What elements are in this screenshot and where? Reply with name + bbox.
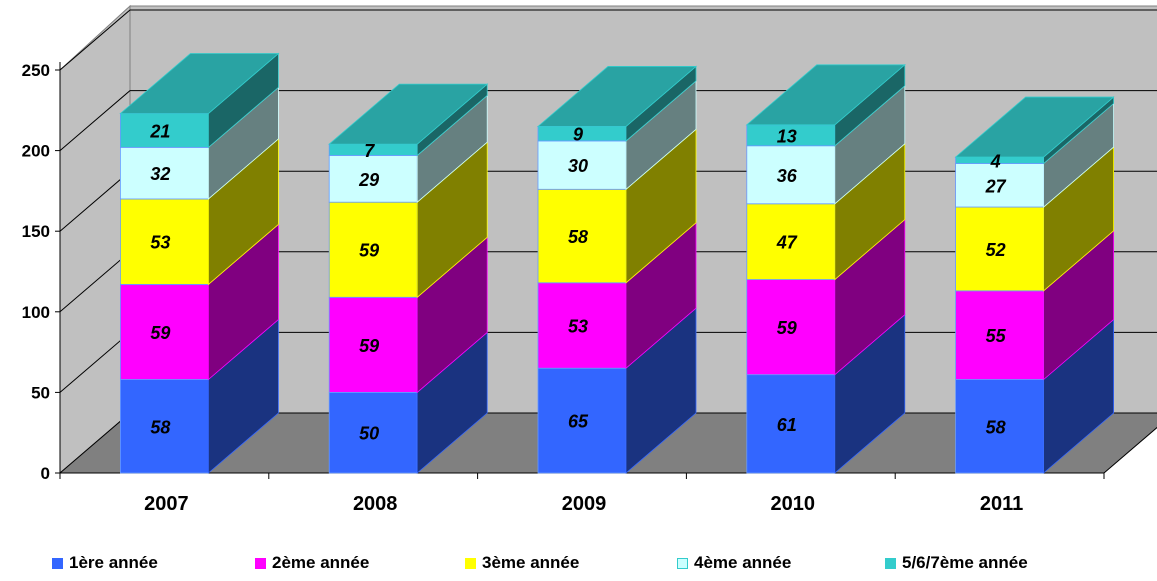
- data-label: 55: [986, 326, 1007, 346]
- legend-item: 2ème année: [255, 552, 369, 574]
- legend-item: 3ème année: [465, 552, 579, 574]
- legend-swatch: [465, 557, 476, 569]
- y-tick-label: 250: [22, 61, 50, 80]
- y-tick-label: 0: [41, 464, 50, 483]
- legend-item: 5/6/7ème année: [885, 552, 1028, 574]
- y-tick-label: 150: [22, 222, 50, 241]
- bar-segment: [746, 374, 836, 474]
- bar-segment: [120, 379, 209, 474]
- bar-segment: [746, 203, 836, 280]
- bar-segment: [955, 163, 1044, 208]
- y-tick-label: 200: [22, 142, 50, 161]
- data-label: 27: [985, 176, 1007, 196]
- data-label: 53: [568, 317, 588, 337]
- legend-item: 1ère année: [52, 552, 158, 574]
- bar-segment: [328, 391, 418, 474]
- y-tick-label: 50: [31, 383, 50, 402]
- data-label: 59: [359, 336, 379, 356]
- data-label: 58: [150, 417, 170, 437]
- data-label: 53: [150, 233, 170, 253]
- data-label: 36: [777, 166, 798, 186]
- bar-segment: [955, 379, 1044, 474]
- legend-item: 4ème année: [677, 552, 791, 574]
- legend-label: 5/6/7ème année: [902, 553, 1028, 572]
- data-label: 13: [777, 126, 797, 146]
- legend-swatch: [677, 557, 688, 569]
- x-tick-label: 2009: [562, 493, 607, 515]
- side-wall: [59, 4, 131, 475]
- data-label: 21: [149, 121, 170, 141]
- bar-segment: [746, 279, 836, 376]
- data-label: 59: [150, 323, 170, 343]
- x-tick-label: 2007: [144, 493, 189, 515]
- bar-segment-top: [536, 66, 698, 127]
- bar-segment: [120, 146, 209, 200]
- data-label: 32: [150, 164, 170, 184]
- x-tick-label: 2008: [353, 493, 398, 515]
- bar-segment: [120, 283, 209, 380]
- data-label: 61: [777, 415, 797, 435]
- data-label: 52: [986, 240, 1006, 260]
- bar-segment-top: [954, 96, 1115, 158]
- bar-segment: [537, 282, 627, 369]
- bar-segment: [746, 145, 836, 205]
- data-label: 29: [358, 170, 379, 190]
- data-label: 58: [568, 227, 588, 247]
- data-label: 50: [359, 424, 379, 444]
- bar-segment: [537, 367, 627, 474]
- data-label: 65: [568, 412, 589, 432]
- data-label: 59: [359, 241, 379, 261]
- legend: 1ère année 2ème année 3ème année 4ème année…: [0, 552, 1157, 576]
- legend-label: 2ème année: [272, 553, 370, 572]
- bar-segment: [328, 296, 418, 393]
- data-label: 9: [573, 125, 583, 145]
- bar-segment-top: [328, 83, 489, 145]
- data-label: 30: [568, 156, 588, 176]
- bar-segment-top: [745, 64, 906, 126]
- x-tick-label: 2010: [771, 493, 816, 515]
- bar-segment: [328, 155, 418, 203]
- data-label: 47: [776, 233, 798, 253]
- data-label: 58: [986, 417, 1006, 437]
- legend-label: 3ème année: [482, 553, 580, 572]
- bar-segment: [328, 201, 418, 298]
- legend-swatch: [885, 557, 896, 569]
- data-label: 4: [990, 151, 1001, 171]
- bar-segment-top: [119, 53, 280, 114]
- legend-swatch: [52, 557, 63, 569]
- bar-segment: [537, 140, 627, 190]
- bar-segment: [537, 188, 627, 284]
- data-label: 59: [777, 318, 797, 338]
- bar-segment: [120, 198, 209, 285]
- gridline: [59, 9, 1157, 71]
- legend-swatch: [255, 557, 266, 569]
- legend-label: 4ème année: [694, 553, 792, 572]
- legend-label: 1ère année: [69, 553, 158, 572]
- x-tick-label: 2011: [980, 493, 1023, 515]
- data-label: 7: [364, 141, 375, 161]
- y-tick-label: 100: [22, 303, 50, 322]
- bar-segment: [955, 290, 1044, 380]
